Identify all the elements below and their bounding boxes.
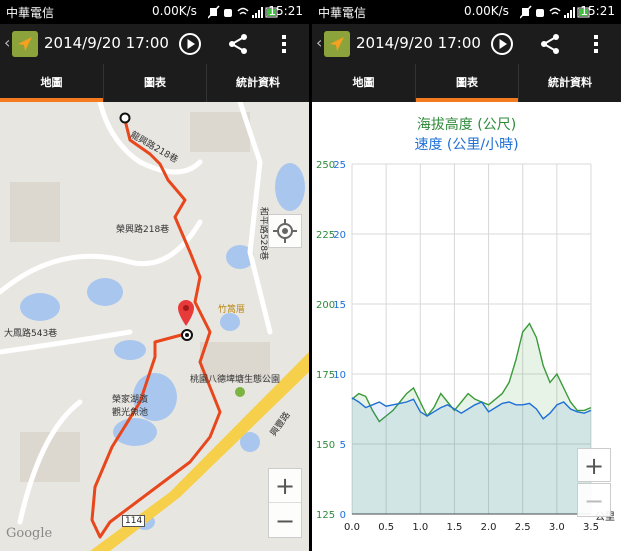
elevation-line bbox=[351, 322, 592, 423]
speed-line bbox=[351, 397, 592, 420]
navigation-arrow-icon[interactable] bbox=[12, 31, 38, 57]
speed-area bbox=[352, 397, 591, 514]
y-right-tick-label: 20 bbox=[333, 230, 346, 241]
elevation-area bbox=[352, 323, 591, 514]
play-icon[interactable] bbox=[490, 32, 514, 56]
mute-icon bbox=[520, 5, 532, 19]
y-left-tick-label: 175 bbox=[316, 370, 335, 381]
tab-chart[interactable]: 圖表 bbox=[103, 64, 206, 102]
zoom-out-button[interactable]: − bbox=[274, 507, 296, 535]
carrier-name: 中華電信 bbox=[6, 6, 55, 20]
play-icon[interactable] bbox=[178, 32, 202, 56]
map-pin-icon bbox=[178, 300, 194, 326]
mute-icon bbox=[208, 5, 220, 19]
y-right-tick-label: 0 bbox=[340, 510, 346, 521]
map-label-place: 榮家湖濱 bbox=[112, 395, 149, 405]
map-canvas[interactable] bbox=[0, 102, 309, 551]
status-bar: 中華電信 0.00K/s 15:21 bbox=[312, 0, 621, 24]
back-chevron-icon[interactable]: ‹ bbox=[4, 33, 11, 52]
battery-icon bbox=[265, 7, 278, 18]
park-icon bbox=[235, 387, 245, 397]
chart-screen: 中華電信 0.00K/s 15:21 ‹ 2014/9/20 17:00 bbox=[312, 0, 621, 551]
signal-icon bbox=[564, 7, 575, 18]
tab-map[interactable]: 地圖 bbox=[352, 76, 375, 89]
share-icon[interactable] bbox=[226, 32, 250, 56]
x-tick-label: 3.5 bbox=[583, 522, 599, 533]
map-label-place: 觀光魚池 bbox=[112, 408, 149, 418]
share-icon[interactable] bbox=[538, 32, 562, 56]
status-icons bbox=[208, 5, 278, 19]
google-logo: Google bbox=[6, 526, 53, 541]
track-route bbox=[90, 119, 222, 539]
y-left-tick-label: 225 bbox=[316, 230, 335, 241]
chart-zoom-controls: + − bbox=[577, 448, 611, 518]
chart-title-speed: 速度 (公里/小時) bbox=[414, 137, 519, 153]
signal-icon bbox=[252, 7, 263, 18]
x-tick-label: 2.0 bbox=[481, 522, 497, 533]
tab-bar: 地圖 圖表 統計資料 bbox=[0, 64, 309, 102]
clock: 15:21 bbox=[580, 4, 615, 18]
map-screen: 中華電信 0.00K/s 15:21 ‹ 2014/9/20 17:00 bbox=[0, 0, 309, 551]
x-tick-label: 0.0 bbox=[344, 522, 360, 533]
clock: 15:21 bbox=[268, 4, 303, 18]
map-label-road: 大鳳路543巷 bbox=[4, 329, 58, 339]
wifi-icon bbox=[237, 7, 249, 15]
navigation-arrow-icon[interactable] bbox=[324, 31, 350, 57]
zoom-in-button[interactable]: + bbox=[269, 469, 301, 503]
crosshair-icon bbox=[273, 219, 297, 243]
carrier-name: 中華電信 bbox=[318, 6, 367, 20]
tab-map[interactable]: 地圖 bbox=[0, 64, 103, 102]
map-label-road: 榮興路218巷 bbox=[116, 225, 170, 235]
back-chevron-icon[interactable]: ‹ bbox=[316, 33, 323, 52]
y-left-tick-label: 200 bbox=[316, 300, 335, 311]
y-right-tick-label: 5 bbox=[340, 440, 346, 451]
action-bar: ‹ 2014/9/20 17:00 bbox=[312, 24, 621, 64]
tab-statistics[interactable]: 統計資料 bbox=[206, 64, 309, 102]
route-start-marker bbox=[119, 112, 131, 124]
chart-title-elevation: 海拔高度 (公尺) bbox=[416, 117, 517, 133]
network-speed: 0.00K/s bbox=[152, 4, 197, 18]
x-tick-label: 2.5 bbox=[515, 522, 531, 533]
status-bar: 中華電信 0.00K/s 15:21 bbox=[0, 0, 309, 24]
android-icon bbox=[224, 9, 232, 17]
tab-statistics[interactable]: 統計資料 bbox=[518, 64, 621, 102]
elevation-speed-chart[interactable]: 0.0 0.5 1.0 1.5 2.0 2.5 3.0 3.51251501752002252… bbox=[312, 102, 621, 551]
track-title: 2014/9/20 17:00 bbox=[44, 34, 169, 52]
overflow-menu-icon[interactable] bbox=[280, 33, 288, 55]
chart-area[interactable]: 海拔高度 (公尺) 速度 (公里/小時) 0.0 0.5 1.0 1.5 2.0 2.5 3… bbox=[312, 102, 621, 551]
x-tick-label: 3.0 bbox=[549, 522, 565, 533]
status-icons bbox=[520, 5, 590, 19]
battery-icon bbox=[577, 7, 590, 18]
android-icon bbox=[536, 9, 544, 17]
map-label-place: 竹篙厝 bbox=[218, 305, 246, 315]
overflow-menu-icon[interactable] bbox=[592, 33, 600, 55]
network-speed: 0.00K/s bbox=[464, 4, 509, 18]
x-tick-label: 1.5 bbox=[446, 522, 462, 533]
tab-chart[interactable]: 圖表 bbox=[415, 64, 518, 102]
tab-bar: 地圖 圖表 統計資料 bbox=[312, 64, 621, 102]
chart-zoom-in-button[interactable]: + bbox=[577, 448, 611, 482]
route-number-badge: 114 bbox=[122, 515, 146, 527]
x-tick-label: 1.0 bbox=[412, 522, 428, 533]
y-left-tick-label: 150 bbox=[316, 440, 335, 451]
y-left-tick-label: 125 bbox=[316, 510, 335, 521]
y-right-tick-label: 25 bbox=[333, 160, 346, 171]
map-zoom-controls: + − bbox=[268, 468, 302, 538]
y-right-tick-label: 15 bbox=[333, 300, 346, 311]
y-left-tick-label: 250 bbox=[316, 160, 335, 171]
action-bar: ‹ 2014/9/20 17:00 bbox=[0, 24, 309, 64]
wifi-icon bbox=[549, 7, 561, 15]
chart-zoom-out-button[interactable]: − bbox=[577, 483, 611, 517]
y-right-tick-label: 10 bbox=[333, 370, 346, 381]
map-label-park: 桃園八德埤塘生態公園 bbox=[190, 375, 281, 385]
my-location-button[interactable] bbox=[268, 214, 302, 248]
x-tick-label: 0.5 bbox=[378, 522, 394, 533]
track-title: 2014/9/20 17:00 bbox=[356, 34, 481, 52]
map-view[interactable]: 龍興路218巷 榮興路218巷 和平路528巷 大鳳路543巷 竹篙厝 桃園八德… bbox=[0, 102, 309, 551]
